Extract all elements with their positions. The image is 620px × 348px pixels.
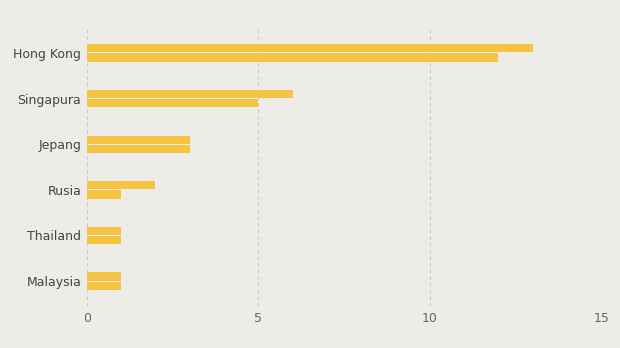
Bar: [87, 282, 121, 290]
Bar: [87, 99, 259, 107]
Bar: [87, 53, 498, 62]
Bar: [87, 227, 121, 235]
Bar: [87, 190, 121, 198]
Bar: [87, 181, 156, 189]
Bar: [87, 272, 121, 281]
Bar: [87, 236, 121, 244]
Bar: [87, 145, 190, 153]
Bar: [87, 136, 190, 144]
Bar: [87, 90, 293, 98]
Bar: [87, 44, 533, 53]
